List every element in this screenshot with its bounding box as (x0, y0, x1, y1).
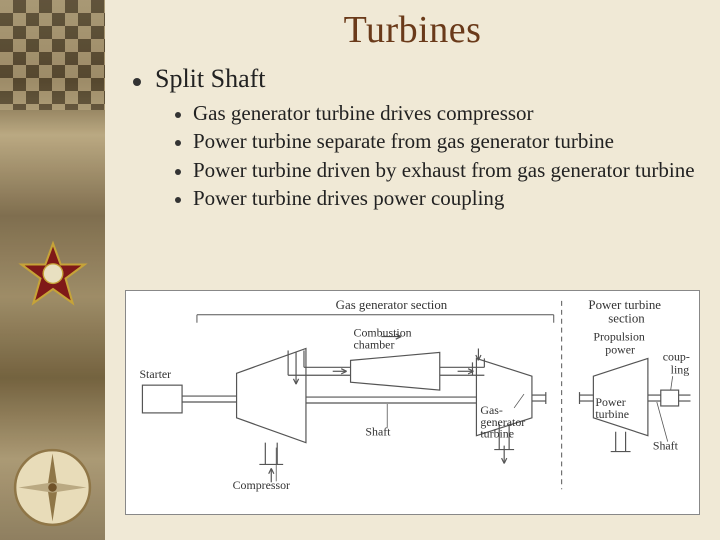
bullet-icon (175, 169, 181, 175)
sub-bullet-text: Power turbine driven by exhaust from gas… (193, 157, 695, 183)
svg-text:Gas generator section: Gas generator section (336, 298, 448, 312)
bullet-icon (175, 197, 181, 203)
main-bullet-text: Split Shaft (155, 64, 266, 94)
sub-bullet-text: Power turbine drives power coupling (193, 185, 504, 211)
svg-text:Starter: Starter (139, 367, 171, 381)
sub-bullet-text: Power turbine separate from gas generato… (193, 128, 614, 154)
svg-text:Power turbine: Power turbine (588, 298, 661, 312)
bullet-icon (175, 112, 181, 118)
svg-text:Powerturbine: Powerturbine (595, 395, 629, 421)
sub-bullet-item: Power turbine separate from gas generato… (175, 128, 696, 154)
medal-decoration (10, 180, 95, 360)
svg-text:section: section (608, 312, 645, 326)
sub-bullet-item: Power turbine drives power coupling (175, 185, 696, 211)
sub-bullet-text: Gas generator turbine drives compressor (193, 100, 534, 126)
compass-decoration (10, 445, 95, 530)
svg-text:Combustionchamber: Combustionchamber (354, 326, 412, 352)
bullet-icon (175, 140, 181, 146)
svg-text:Compressor: Compressor (233, 478, 290, 492)
checker-pattern (0, 0, 105, 110)
turbine-diagram: Gas generator section Power turbinesectio… (125, 290, 700, 515)
sub-bullet-item: Gas generator turbine drives compressor (175, 100, 696, 126)
main-bullet: Split Shaft (133, 64, 696, 94)
svg-text:ling: ling (671, 362, 690, 376)
svg-text:Shaft: Shaft (653, 439, 679, 453)
sub-bullet-list: Gas generator turbine drives compressor … (175, 100, 696, 211)
decorative-sidebar (0, 0, 105, 540)
slide-title: Turbines (129, 8, 696, 52)
svg-text:power: power (605, 342, 635, 356)
bullet-icon (133, 78, 141, 86)
sub-bullet-item: Power turbine driven by exhaust from gas… (175, 157, 696, 183)
